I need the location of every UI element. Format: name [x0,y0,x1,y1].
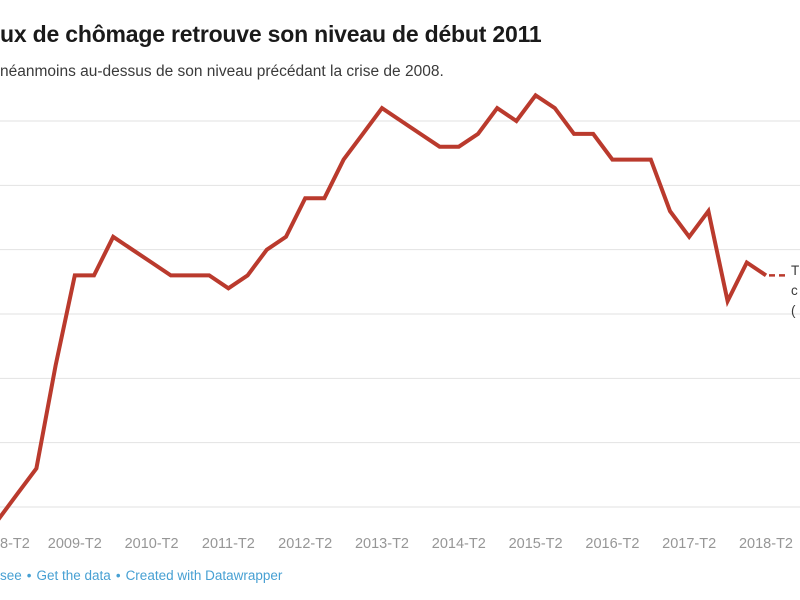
footer-link-get-the-data[interactable]: Get the data [36,568,111,583]
x-axis-tick-label: 2017-T2 [662,536,717,552]
chart-title: ux de chômage retrouve son niveau de déb… [0,21,542,48]
x-axis-tick-label: 2010-T2 [124,536,179,552]
footer-separator: • [115,568,121,583]
footer: see • Get the data • Created with Datawrappe… [0,568,282,583]
x-axis-tick-label: 2015-T2 [508,536,563,552]
footer-separator: • [26,568,32,583]
x-axis-tick-label: 2014-T2 [431,536,486,552]
line-end-label-line: T [791,263,800,278]
x-axis-tick-label: 2011-T2 [201,536,255,552]
x-axis-tick-label: 2012-T2 [278,536,333,552]
line-end-label-line: c [791,283,798,298]
line-end-label-line: ( [791,303,796,318]
x-axis-tick-label: 2018-T2 [738,536,794,552]
footer-link-source[interactable]: see [0,568,22,583]
x-axis-tick-label: 2009-T2 [47,536,102,552]
unemployment-rate-line [0,92,768,521]
x-axis-tick-label: 2013-T2 [354,536,410,552]
footer-link-datawrapper[interactable]: Created with Datawrapper [125,568,283,583]
x-axis-tick-label: 8-T2 [0,536,30,552]
chart-subtitle: néanmoins au-dessus de son niveau précéd… [0,62,444,80]
x-axis-tick-label: 2016-T2 [585,536,640,552]
